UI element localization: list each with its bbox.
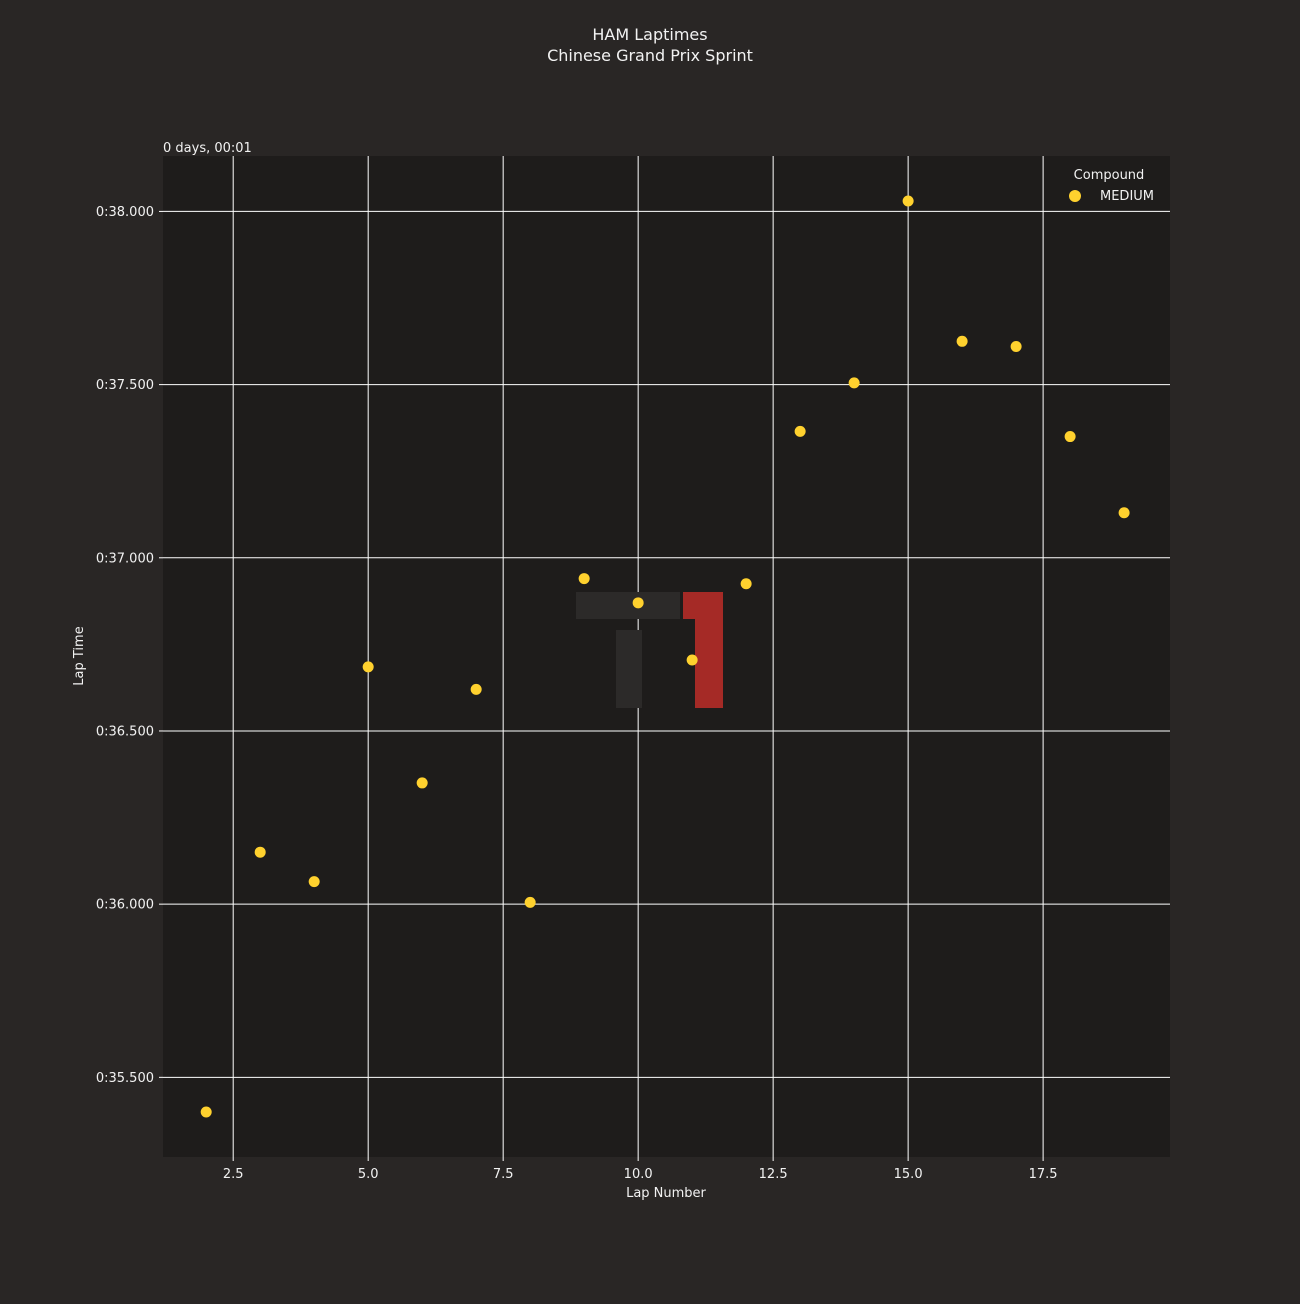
data-points	[200, 195, 1130, 1118]
data-point	[470, 683, 482, 695]
x-axis-label: Lap Number	[626, 1186, 706, 1201]
legend-title: Compound	[1074, 168, 1145, 183]
grid-lines	[163, 156, 1170, 1157]
y-tick-label: 0:37.000	[96, 551, 154, 566]
data-point	[254, 846, 266, 858]
x-tick-label: 10.0	[624, 1167, 653, 1182]
x-tick-label: 2.5	[223, 1167, 244, 1182]
x-tick-label: 17.5	[1029, 1167, 1058, 1182]
data-point	[956, 335, 968, 347]
data-point	[740, 578, 752, 590]
y-tick-label: 0:37.500	[96, 378, 154, 393]
x-tick-label: 15.0	[894, 1167, 923, 1182]
y-axis-ticks: 0:35.500 0:36.000 0:36.500 0:37.000 0:37.500…	[96, 205, 163, 1086]
data-point	[1118, 507, 1130, 519]
data-point	[200, 1106, 212, 1118]
x-tick-label: 5.0	[358, 1167, 379, 1182]
y-offset-label: 0 days, 00:01	[163, 141, 252, 156]
plot-area	[163, 156, 1170, 1157]
data-point	[686, 654, 698, 666]
data-point	[848, 377, 860, 389]
chart-subtitle: Chinese Grand Prix Sprint	[547, 46, 753, 65]
y-tick-label: 0:36.000	[96, 898, 154, 913]
data-point	[524, 896, 536, 908]
y-tick-label: 0:35.500	[96, 1071, 154, 1086]
data-point	[1064, 431, 1076, 443]
legend-marker	[1069, 190, 1081, 202]
chart-title: HAM Laptimes	[592, 25, 707, 44]
data-point	[794, 425, 806, 437]
data-point	[416, 777, 428, 789]
x-tick-label: 12.5	[759, 1167, 788, 1182]
data-point	[1010, 341, 1022, 353]
data-point	[362, 661, 374, 673]
x-tick-label: 7.5	[493, 1167, 514, 1182]
y-tick-label: 0:36.500	[96, 724, 154, 739]
legend: Compound MEDIUM	[1069, 168, 1154, 204]
x-axis-ticks: 2.5 5.0 7.5 10.0 12.5 15.0 17.5	[223, 1157, 1058, 1182]
y-axis-label: Lap Time	[72, 626, 87, 685]
data-point	[902, 195, 914, 207]
y-tick-label: 0:38.000	[96, 205, 154, 220]
data-point	[578, 573, 590, 585]
data-point	[308, 876, 320, 888]
legend-entry-medium: MEDIUM	[1100, 189, 1154, 204]
f1-logo-icon	[576, 592, 723, 708]
data-point	[632, 597, 644, 609]
